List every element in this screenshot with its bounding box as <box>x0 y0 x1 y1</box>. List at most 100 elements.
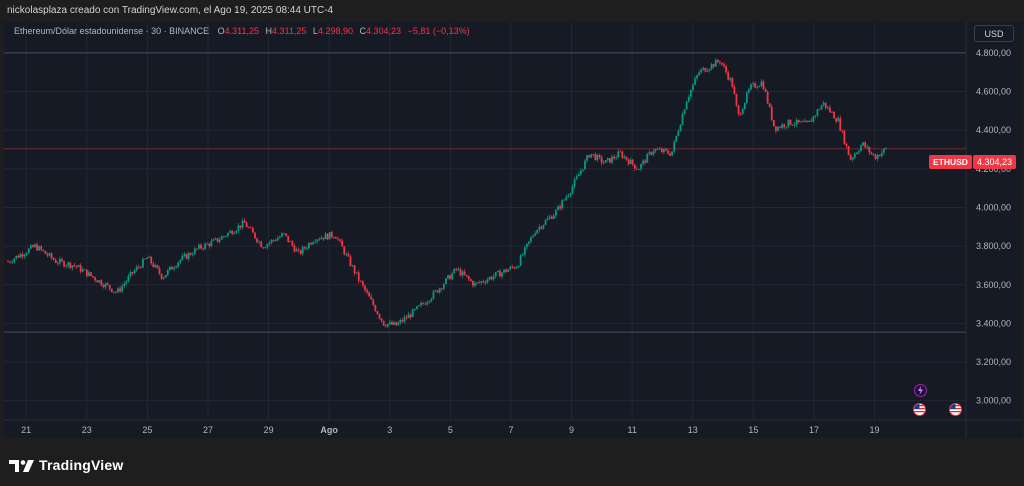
candle-body <box>858 150 860 153</box>
candle-body <box>38 246 41 251</box>
candle-body <box>822 102 825 106</box>
y-tick-label: 3.600,00 <box>976 280 1011 290</box>
candle-body <box>359 280 362 282</box>
candle-body <box>814 115 817 117</box>
candle-body <box>833 112 835 119</box>
candle-body <box>237 225 240 231</box>
candle-body <box>158 268 161 274</box>
candle-body <box>474 283 476 286</box>
candle-body <box>594 154 597 161</box>
candle-body <box>432 291 435 299</box>
candle-body <box>183 254 186 256</box>
candle-body <box>849 154 852 160</box>
candle-body <box>683 109 686 114</box>
candle-body <box>779 126 781 128</box>
candle-body <box>523 247 526 255</box>
legend-o-value: 4.311,25 <box>224 26 260 36</box>
candle-body <box>285 233 288 236</box>
candle-body <box>745 92 748 103</box>
candle-body <box>162 277 165 279</box>
candle-body <box>839 118 842 131</box>
candle-body <box>382 320 385 326</box>
candle-body <box>648 152 651 154</box>
candle-body <box>559 206 561 209</box>
candle-body <box>233 232 236 235</box>
candle-body <box>46 253 49 256</box>
currency-button[interactable]: USD <box>974 25 1014 42</box>
candle-body <box>565 196 568 200</box>
candle-body <box>106 283 109 285</box>
candle-body <box>187 253 190 259</box>
candle-body <box>274 240 277 242</box>
lightning-icon[interactable] <box>914 384 927 397</box>
candle-body <box>795 119 798 125</box>
candle-body <box>548 216 551 219</box>
candle-body <box>241 220 244 228</box>
symbol-price-tag: ETHUSD <box>929 155 972 169</box>
candle-body <box>135 266 138 271</box>
candle-body <box>9 261 11 263</box>
candle-body <box>225 235 227 237</box>
candle-body <box>540 226 543 229</box>
candle-body <box>679 124 682 132</box>
candle-body <box>328 232 331 240</box>
candle-body <box>586 155 588 161</box>
candle-body <box>293 245 296 252</box>
x-tick-label: 23 <box>82 425 92 435</box>
candle-body <box>150 256 153 264</box>
candle-body <box>525 243 528 248</box>
candle-body <box>451 273 454 280</box>
candle-body <box>721 62 723 65</box>
candle-body <box>152 263 155 268</box>
candle-body <box>787 119 790 127</box>
us-flag-icon[interactable] <box>949 403 962 416</box>
candle-body <box>266 244 269 248</box>
candle-body <box>270 239 273 243</box>
candle-body <box>268 242 271 245</box>
candle-body <box>23 254 26 257</box>
x-tick-label: 17 <box>809 425 819 435</box>
candle-body <box>820 105 823 110</box>
candle-body <box>198 244 200 249</box>
candle-body <box>146 257 148 259</box>
candle-body <box>615 157 618 159</box>
candle-body <box>139 266 142 268</box>
candle-body <box>816 109 819 116</box>
candle-body <box>885 148 887 150</box>
candle-body <box>862 142 864 146</box>
us-flag-icon[interactable] <box>913 403 926 416</box>
candle-body <box>308 242 310 248</box>
candle-body <box>652 151 655 155</box>
candle-body <box>764 89 767 92</box>
candle-body <box>19 254 22 258</box>
candle-body <box>75 265 78 267</box>
candle-body <box>249 227 252 229</box>
candle-body <box>175 266 178 268</box>
candle-body <box>276 238 279 241</box>
candle-body <box>712 64 715 67</box>
candle-body <box>90 272 92 276</box>
candle-body <box>413 309 416 310</box>
candle-body <box>380 318 383 321</box>
candle-body <box>503 269 505 273</box>
price-chart[interactable]: 3.000,00 3.200,00 3.400,00 3.600,00 3.800,00… <box>4 22 1022 438</box>
tradingview-logo[interactable]: TradingView <box>9 457 123 473</box>
candle-body <box>561 200 564 209</box>
candle-body <box>409 314 412 318</box>
candle-body <box>511 266 514 268</box>
candle-body <box>752 83 754 85</box>
candle-body <box>395 322 398 326</box>
candle-body <box>77 265 80 267</box>
candle-body <box>494 272 497 277</box>
candle-body <box>393 322 395 325</box>
chart-frame[interactable]: 3.000,00 3.200,00 3.400,00 3.600,00 3.800,00… <box>4 22 1022 438</box>
candle-body <box>399 320 402 323</box>
x-tick-label: Ago <box>320 425 338 435</box>
candle-body <box>459 269 462 276</box>
candle-body <box>7 261 9 263</box>
candle-body <box>278 236 281 239</box>
candle-body <box>804 120 806 122</box>
candle-body <box>291 241 294 246</box>
candle-body <box>96 280 99 283</box>
brand-name: TradingView <box>39 457 124 473</box>
